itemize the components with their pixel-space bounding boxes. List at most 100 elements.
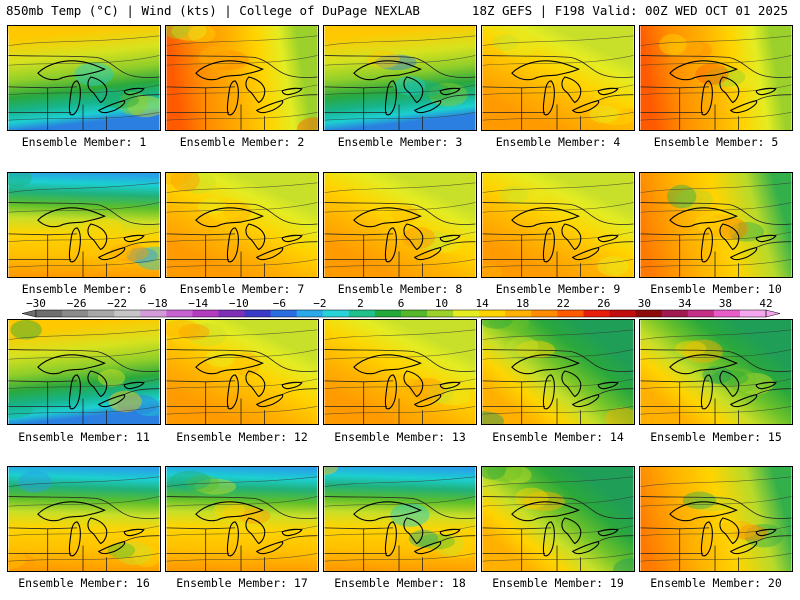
scale-left-arrow [21,309,37,318]
lake-michigan-outline [542,80,555,116]
scale-tick-label: 38 [719,297,732,310]
temperature-blob [8,549,27,570]
state-border [640,202,792,225]
scale-tick-label: −18 [148,297,168,310]
height-contour [8,476,160,487]
height-contour [640,406,792,415]
scale-color-segment [687,310,715,317]
temperature-field-map [8,26,160,130]
ensemble-member-map [165,319,319,425]
state-border [756,535,792,542]
state-border [124,241,160,248]
lake-michigan-outline [700,374,713,410]
ensemble-member-map [7,25,161,131]
lake-ontario-outline [755,234,777,243]
temperature-blob [117,394,159,415]
temperature-blob [187,322,227,347]
height-contour [166,329,318,340]
height-contour [166,35,318,46]
state-border [482,496,634,519]
lake-superior-outline [669,60,739,81]
height-contour [482,35,634,46]
temperature-field-map [324,320,476,424]
temperature-blob [507,189,546,206]
lake-erie-outline [255,246,284,261]
ensemble-member-map [7,466,161,572]
ensemble-member-label: Ensemble Member: 10 [650,282,782,296]
temperature-blob [126,247,158,264]
scale-color-segment [505,310,532,317]
temperature-color-scale: −30 −26 −22 −18 −14 −10 −6 −2 2 6 10 14 18 22 26 30 34 38… [0,296,800,318]
temperature-blob [10,320,42,340]
ensemble-member-label: Ensemble Member: 2 [179,135,305,149]
height-contour [324,406,476,415]
lake-ontario-outline [755,528,777,537]
lake-michigan-outline [700,227,713,263]
temperature-blob [8,26,23,34]
ensemble-member-map [481,25,635,131]
height-contour [640,35,792,46]
scale-color-segment [348,310,376,317]
scale-color-segment [62,310,89,317]
temperature-blob [135,246,160,271]
lake-erie-outline [413,246,442,261]
lake-huron-outline [403,517,424,545]
scale-color-segment [661,310,689,317]
scale-tick-label: 34 [678,297,692,310]
ensemble-member-label: Ensemble Member: 12 [176,430,308,444]
height-contour [8,35,160,46]
temperature-blob [374,201,410,222]
state-border [166,202,318,225]
state-border [482,55,634,78]
lake-huron-outline [561,76,582,104]
ensemble-member-label: Ensemble Member: 15 [650,430,782,444]
height-contour [8,349,160,360]
lake-ontario-outline [123,381,145,390]
lake-ontario-outline [123,528,145,537]
scale-color-segment [609,310,637,317]
lake-huron-outline [719,223,740,251]
ensemble-member-label: Ensemble Member: 1 [21,135,147,149]
temperature-blob [198,46,233,69]
scale-tick-label: −26 [67,297,87,310]
temperature-shading [482,320,634,424]
temperature-blob [675,188,714,211]
scale-tick-label: −30 [26,297,46,310]
temperature-blob [499,185,529,204]
temperature-blob [684,41,713,60]
state-border [324,55,476,78]
scale-right-arrow [765,309,781,318]
temperature-blob [674,340,707,357]
height-contour [166,202,318,213]
lake-superior-outline [195,60,265,81]
temperature-blob [170,173,200,192]
lake-erie-outline [729,393,758,408]
scale-tick-label: 18 [516,297,529,310]
scale-color-segment [739,310,767,317]
height-contour [324,496,476,507]
lake-ontario-outline [123,87,145,96]
height-contour [324,55,476,66]
state-border [166,349,318,372]
lake-superior-outline [37,354,107,375]
height-contour [8,406,160,415]
lake-superior-outline [37,207,107,228]
state-border [598,388,634,395]
temperature-blob [435,385,471,406]
height-contour [482,112,634,121]
temperature-blob [506,336,539,357]
state-border [640,496,792,519]
lake-erie-outline [413,393,442,408]
temperature-blob [606,260,634,277]
height-contour [482,55,634,66]
lake-michigan-outline [700,80,713,116]
scale-color-segment [427,310,454,317]
temperature-field-map [166,320,318,424]
lake-michigan-outline [68,80,81,116]
lake-erie-outline [571,393,600,408]
temperature-blob [97,369,126,387]
lake-michigan-outline [384,521,397,557]
temperature-field-map [482,26,634,130]
height-contour [640,55,792,66]
temperature-blob [710,517,742,537]
